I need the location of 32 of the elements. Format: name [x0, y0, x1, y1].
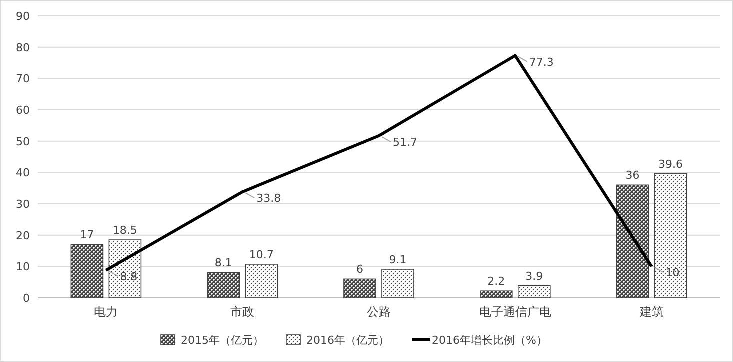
data-label: 10.7 [249, 248, 274, 262]
data-label: 18.5 [112, 224, 138, 238]
y-tick-label: 60 [16, 104, 30, 117]
data-label: 2.2 [488, 275, 506, 288]
x-tick-label: 电子通信广电 [479, 305, 552, 319]
y-tick-label: 40 [16, 166, 30, 180]
y-tick-label: 0 [23, 292, 30, 305]
x-tick-label: 市政 [230, 305, 255, 319]
data-label: 77.3 [529, 56, 554, 69]
x-tick-label: 建筑 [638, 305, 664, 319]
y-tick-label: 20 [16, 229, 30, 242]
y-tick-label: 70 [16, 72, 30, 86]
data-label: 3.9 [526, 270, 544, 283]
data-label: 6 [356, 263, 364, 276]
y-tick-label: 80 [16, 41, 30, 54]
x-tick-label: 电力 [94, 305, 118, 319]
data-label: 36 [626, 169, 640, 182]
data-label: 17 [80, 228, 94, 242]
data-label: 33.8 [256, 192, 282, 206]
data-label: 39.6 [658, 158, 684, 171]
x-tick-label: 公路 [367, 305, 391, 319]
data-label: 8.1 [214, 256, 232, 270]
data-label: 9.1 [389, 253, 407, 266]
legend-label: 2016年（亿元） [306, 334, 390, 347]
y-tick-label: 50 [16, 135, 30, 148]
legend-label: 2015年（亿元） [181, 334, 264, 347]
y-tick-label: 30 [16, 198, 30, 211]
y-tick-label: 90 [16, 10, 30, 23]
y-tick-label: 10 [16, 260, 30, 274]
line-series [104, 54, 654, 272]
legend-label: 2016年增长比例（%） [432, 334, 548, 347]
data-label: 51.7 [393, 136, 418, 150]
